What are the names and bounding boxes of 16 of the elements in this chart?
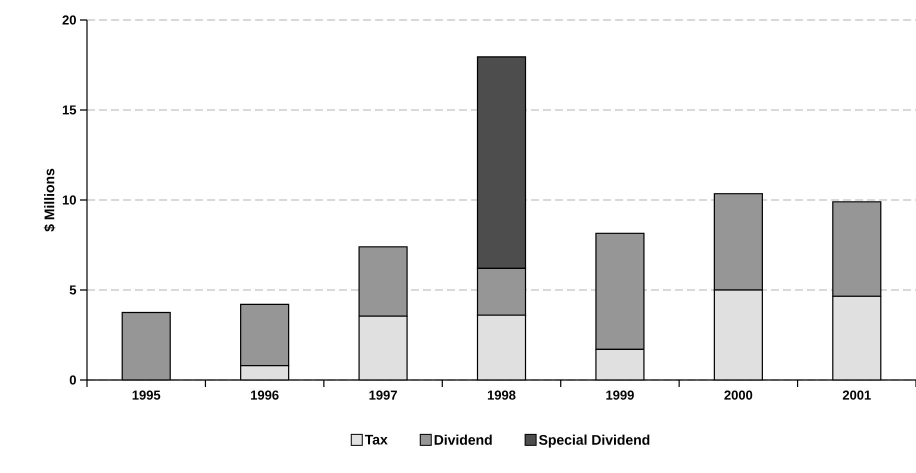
y-tick-label: 5 xyxy=(70,285,76,295)
y-tick-label: 10 xyxy=(62,195,76,205)
x-tick-label: 1998 xyxy=(488,390,516,400)
x-tick-label: 2000 xyxy=(724,390,752,400)
x-tick-label: 1999 xyxy=(606,390,634,400)
x-tick-label: 1997 xyxy=(369,390,397,400)
y-axis-title: $ Millions xyxy=(44,168,56,232)
y-tick-label: 15 xyxy=(62,105,76,115)
y-tick-label: 20 xyxy=(62,15,76,25)
y-tick-label: 0 xyxy=(70,375,76,385)
legend-label: Tax xyxy=(364,434,388,445)
legend-label: Dividend xyxy=(434,434,492,445)
x-tick-label: 1996 xyxy=(251,390,279,400)
x-tick-label: 2001 xyxy=(842,390,871,400)
legend-label: Special Dividend xyxy=(539,434,650,448)
x-tick-label: 1995 xyxy=(132,390,160,400)
